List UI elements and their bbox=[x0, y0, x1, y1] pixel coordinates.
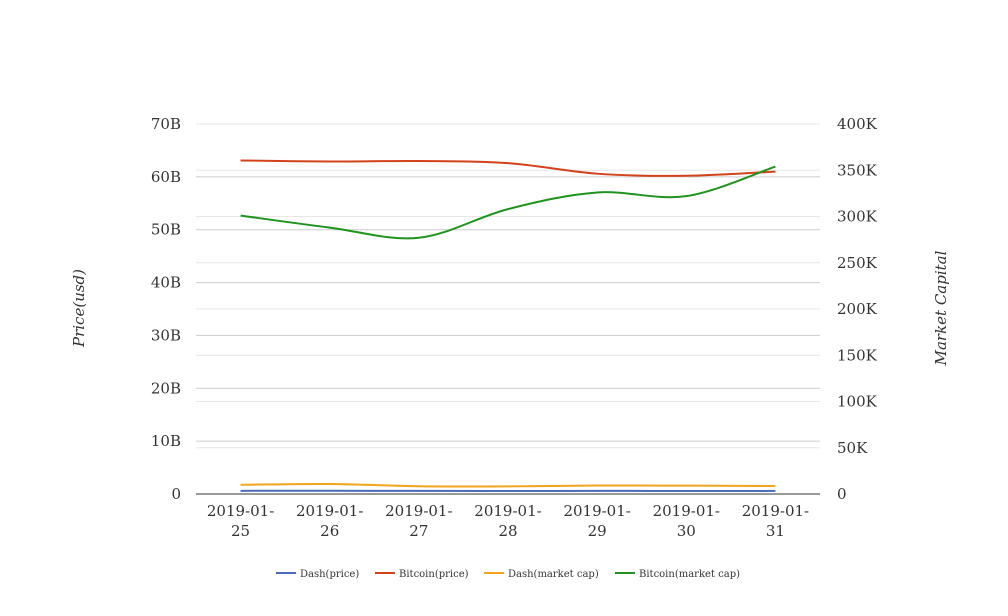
legend: Dash(price) Bitcoin(price) Dash(market cap… bbox=[276, 569, 740, 580]
right-tick-label: 50K bbox=[837, 439, 868, 457]
right-tick-label: 250K bbox=[837, 254, 878, 272]
legend-label-dash-market-cap: Dash(market cap) bbox=[508, 569, 599, 580]
right-tick-label: 200K bbox=[837, 300, 878, 318]
right-tick-label: 350K bbox=[837, 161, 878, 179]
left-axis: 0 10B 20B 30B 40B 50B 60B 70B bbox=[151, 115, 181, 503]
legend-label-bitcoin-market-cap: Bitcoin(market cap) bbox=[639, 569, 740, 580]
series-line-bitcoin-price bbox=[240, 159, 776, 177]
right-tick-label: 300K bbox=[837, 208, 878, 226]
left-tick-label: 40B bbox=[151, 274, 181, 292]
right-tick-label: 100K bbox=[837, 393, 878, 411]
series-lines bbox=[240, 159, 776, 493]
left-tick-label: 10B bbox=[151, 432, 181, 450]
legend-label-dash-price: Dash(price) bbox=[300, 569, 359, 580]
right-tick-label: 0 bbox=[837, 485, 847, 503]
right-axis: 0 50K 100K 150K 200K 250K 300K 350K 400K bbox=[837, 115, 878, 503]
series-line-dash-market-cap bbox=[240, 482, 776, 488]
right-axis-title: Market Capital bbox=[932, 250, 950, 366]
x-tick-label: 2019-01-29 bbox=[563, 502, 630, 540]
x-tick-label: 2019-01-25 bbox=[207, 502, 274, 540]
right-tick-label: 150K bbox=[837, 346, 878, 364]
left-tick-label: 70B bbox=[151, 115, 181, 133]
x-tick-label: 2019-01-31 bbox=[742, 502, 809, 540]
left-tick-label: 20B bbox=[151, 379, 181, 397]
x-tick-label: 2019-01-27 bbox=[385, 502, 452, 540]
x-tick-label: 2019-01-28 bbox=[474, 502, 541, 540]
right-tick-label: 400K bbox=[837, 115, 878, 133]
legend-label-bitcoin-price: Bitcoin(price) bbox=[399, 569, 469, 580]
left-axis-title: Price(usd) bbox=[70, 269, 88, 348]
left-tick-label: 60B bbox=[151, 168, 181, 186]
x-axis: 2019-01-25 2019-01-26 2019-01-27 2019-01-28… bbox=[207, 502, 809, 540]
x-tick-label: 2019-01-30 bbox=[653, 502, 720, 540]
gridlines bbox=[196, 123, 820, 495]
series-line-bitcoin-market-cap bbox=[240, 165, 776, 240]
left-tick-label: 30B bbox=[151, 326, 181, 344]
left-tick-label: 50B bbox=[151, 221, 181, 239]
left-tick-label: 0 bbox=[171, 485, 181, 503]
x-tick-label: 2019-01-26 bbox=[296, 502, 363, 540]
